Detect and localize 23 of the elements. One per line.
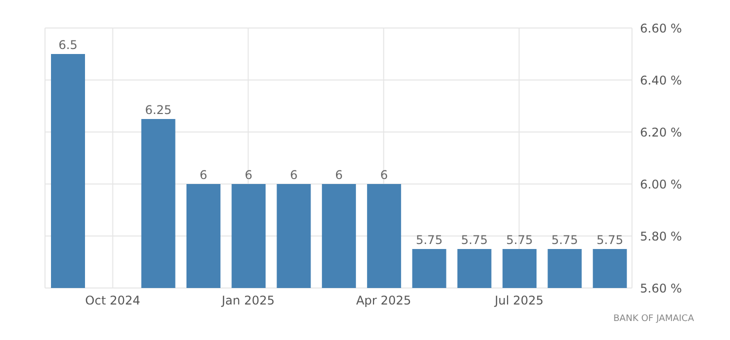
y-tick-label: 6.40 % <box>640 73 682 88</box>
data-label: 6.25 <box>144 103 172 117</box>
y-tick-label: 6.00 % <box>640 177 682 192</box>
data-label: 5.75 <box>506 233 533 247</box>
data-label: 5.75 <box>596 233 624 247</box>
data-label: 6 <box>200 168 208 182</box>
y-tick-label: 5.80 % <box>640 229 682 244</box>
x-tick-label: Jul 2025 <box>494 294 544 308</box>
data-label: 6 <box>244 168 252 182</box>
data-label: 6 <box>380 168 388 182</box>
x-tick-label: Oct 2024 <box>85 294 140 308</box>
text: BANK OF JAMAICA <box>613 314 694 324</box>
y-tick-label: 6.60 % <box>640 21 682 36</box>
y-tick-label: 6.20 % <box>640 125 682 140</box>
data-label: 5.75 <box>461 233 488 247</box>
data-label: 6.5 <box>58 38 78 52</box>
data-label: 6 <box>290 168 298 182</box>
data-label: 6 <box>335 168 343 182</box>
x-tick-label: Jan 2025 <box>220 294 275 308</box>
data-label: 5.75 <box>551 233 578 247</box>
y-tick-label: 5.60 % <box>640 281 682 296</box>
data-label: 5.75 <box>416 233 443 247</box>
x-tick-label: Apr 2025 <box>356 294 412 308</box>
